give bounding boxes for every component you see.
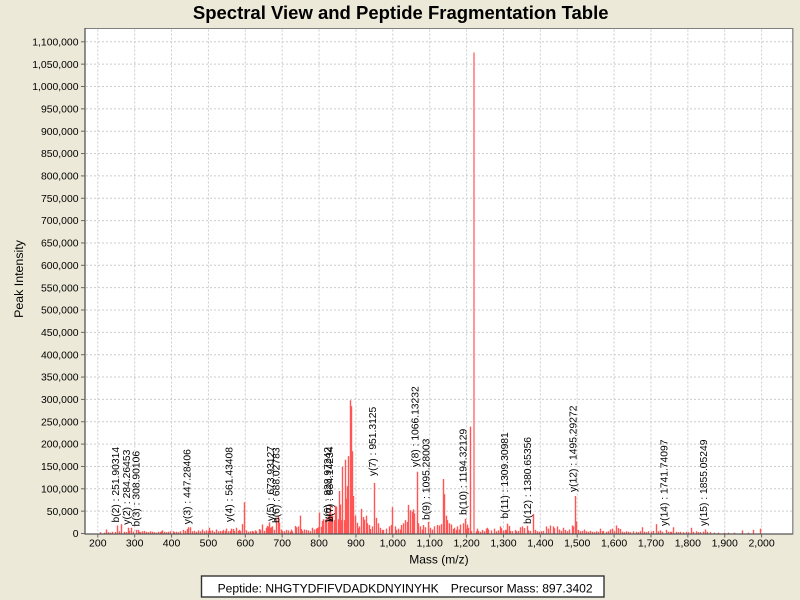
svg-text:850,000: 850,000 — [41, 149, 79, 160]
svg-text:500: 500 — [200, 538, 218, 550]
svg-text:1,500: 1,500 — [564, 538, 590, 550]
svg-text:500,000: 500,000 — [41, 306, 79, 317]
svg-text:900: 900 — [347, 538, 365, 550]
svg-text:300,000: 300,000 — [41, 395, 79, 406]
svg-text:y(12) : 1495.29272: y(12) : 1495.29272 — [569, 405, 580, 492]
svg-text:2,000: 2,000 — [748, 538, 774, 550]
svg-text:b(12) : 1380.65356: b(12) : 1380.65356 — [523, 437, 534, 524]
svg-text:0: 0 — [73, 529, 79, 540]
svg-text:y(15) : 1855.05249: y(15) : 1855.05249 — [699, 439, 710, 526]
svg-text:600: 600 — [237, 538, 255, 550]
svg-text:b(2) : 251.90314: b(2) : 251.90314 — [111, 447, 122, 523]
svg-text:b(6) : 688.02783: b(6) : 688.02783 — [272, 447, 283, 523]
svg-text:650,000: 650,000 — [41, 239, 79, 250]
svg-text:450,000: 450,000 — [41, 328, 79, 339]
svg-text:100,000: 100,000 — [41, 484, 79, 495]
svg-text:200,000: 200,000 — [41, 440, 79, 451]
svg-text:550,000: 550,000 — [41, 283, 79, 294]
svg-text:b(3) : 308.90106: b(3) : 308.90106 — [131, 451, 142, 527]
svg-text:1,300: 1,300 — [490, 538, 516, 550]
svg-text:Peak Intensity: Peak Intensity — [12, 239, 26, 318]
svg-text:350,000: 350,000 — [41, 373, 79, 384]
svg-text:y(4) : 561.43408: y(4) : 561.43408 — [224, 447, 235, 522]
svg-text:1,700: 1,700 — [638, 538, 664, 550]
svg-text:b(11) : 1309.30981: b(11) : 1309.30981 — [500, 432, 511, 519]
svg-text:1,400: 1,400 — [527, 538, 553, 550]
svg-text:y(5) : 673.93127: y(5) : 673.93127 — [266, 446, 277, 521]
svg-text:700,000: 700,000 — [41, 216, 79, 227]
svg-text:1,050,000: 1,050,000 — [32, 60, 78, 71]
svg-text:1,100,000: 1,100,000 — [32, 37, 78, 48]
svg-text:800,000: 800,000 — [41, 172, 79, 183]
svg-text:800: 800 — [310, 538, 328, 550]
svg-text:y(7) : 951.3125: y(7) : 951.3125 — [368, 406, 379, 476]
svg-text:1,000,000: 1,000,000 — [32, 82, 78, 93]
svg-text:150,000: 150,000 — [41, 462, 79, 473]
svg-text:1,600: 1,600 — [601, 538, 627, 550]
svg-text:b(10) : 1194.32129: b(10) : 1194.32129 — [459, 428, 470, 515]
svg-text:b(7) : 834.14234: b(7) : 834.14234 — [325, 446, 336, 522]
svg-text:400,000: 400,000 — [41, 350, 79, 361]
svg-text:y(3) : 447.28406: y(3) : 447.28406 — [182, 449, 193, 524]
svg-text:1,000: 1,000 — [380, 538, 406, 550]
svg-text:Precursor Mass: 897.3402: Precursor Mass: 897.3402 — [451, 582, 593, 596]
svg-text:y(2) : 284.26453: y(2) : 284.26453 — [122, 449, 133, 524]
svg-text:1,100: 1,100 — [417, 538, 443, 550]
svg-text:750,000: 750,000 — [41, 194, 79, 205]
svg-text:900,000: 900,000 — [41, 127, 79, 138]
svg-text:Peptide: NHGTYDFIFVDADKDNYINYH: Peptide: NHGTYDFIFVDADKDNYINYHK — [218, 582, 439, 596]
svg-text:200: 200 — [89, 538, 107, 550]
svg-text:600,000: 600,000 — [41, 261, 79, 272]
svg-text:y(8) : 1066.13232: y(8) : 1066.13232 — [411, 386, 422, 467]
svg-text:1,900: 1,900 — [712, 538, 738, 550]
svg-text:250,000: 250,000 — [41, 417, 79, 428]
svg-text:300: 300 — [126, 538, 144, 550]
svg-text:Spectral View and Peptide Frag: Spectral View and Peptide Fragmentation … — [193, 2, 609, 23]
svg-text:Mass (m/z): Mass (m/z) — [409, 553, 468, 567]
svg-text:y(14) : 1741.74097: y(14) : 1741.74097 — [660, 439, 671, 526]
svg-text:1,200: 1,200 — [453, 538, 479, 550]
svg-text:1,800: 1,800 — [675, 538, 701, 550]
svg-text:950,000: 950,000 — [41, 104, 79, 115]
svg-text:700: 700 — [273, 538, 291, 550]
svg-text:50,000: 50,000 — [47, 507, 79, 518]
svg-text:y(6) : 828.97242: y(6) : 828.97242 — [323, 447, 334, 522]
svg-text:b(9) : 1095.28003: b(9) : 1095.28003 — [421, 438, 432, 520]
svg-text:400: 400 — [163, 538, 181, 550]
